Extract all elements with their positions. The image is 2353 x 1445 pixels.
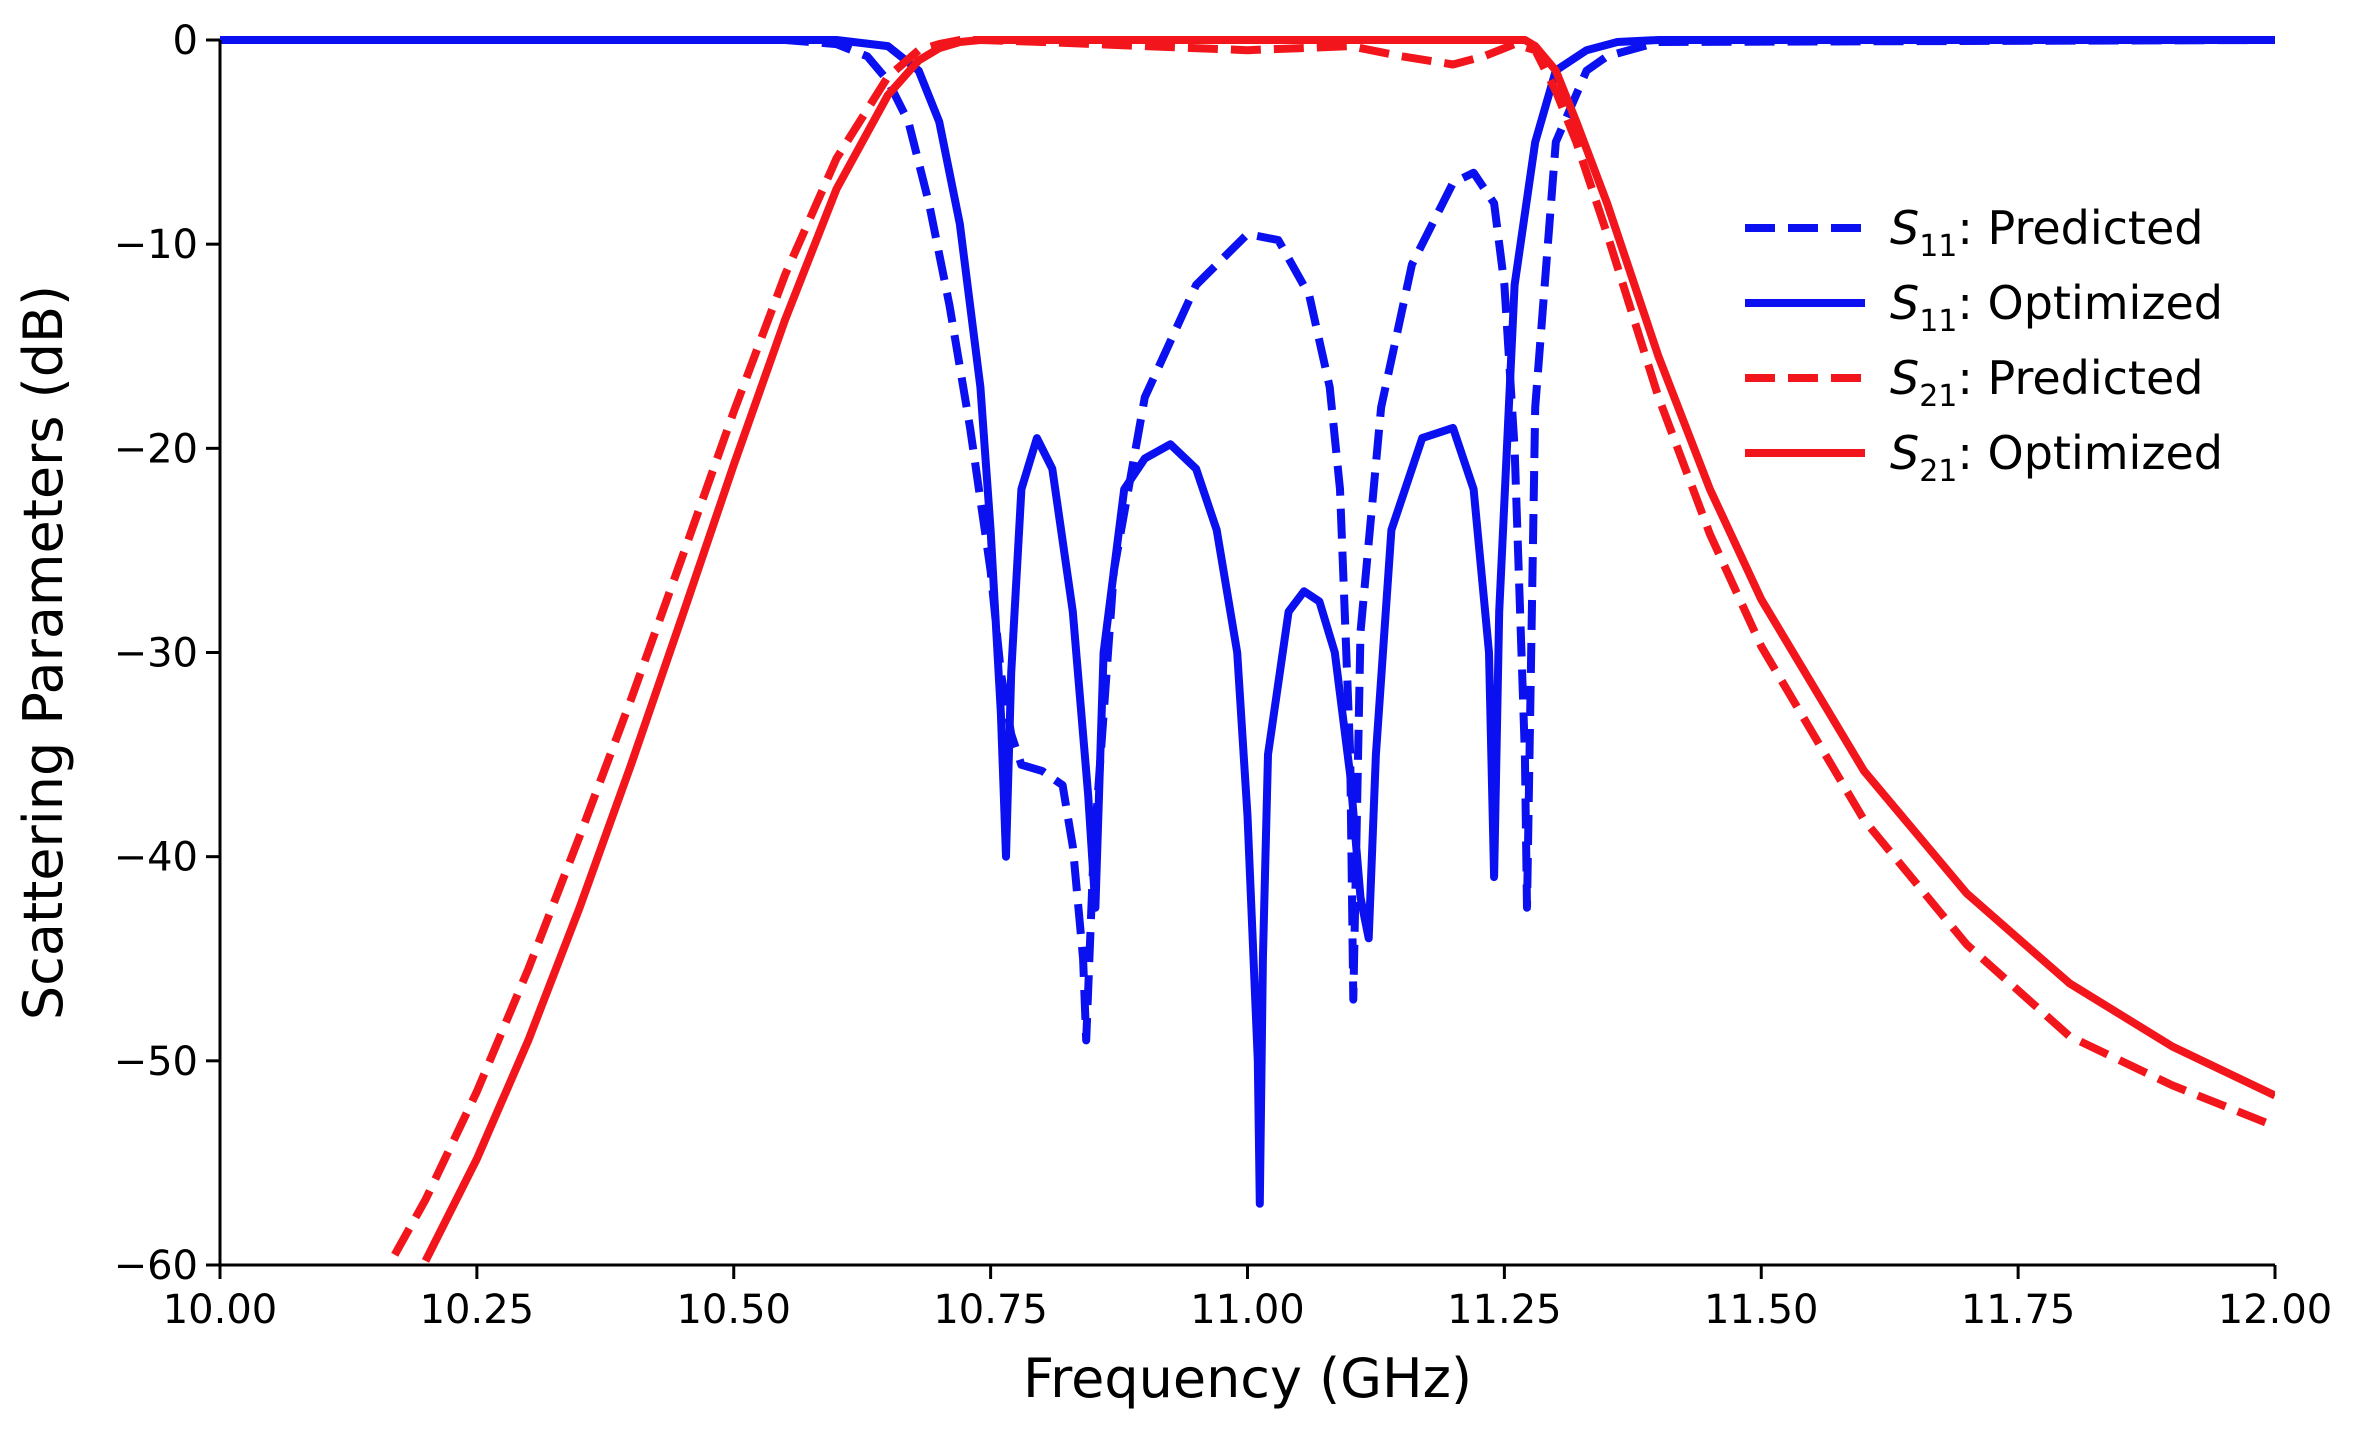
legend-label: S21: Predicted <box>1890 351 2203 414</box>
x-tick-label: 10.75 <box>933 1287 1048 1333</box>
legend-label: S11: Predicted <box>1890 201 2203 264</box>
series-line-s11-predicted <box>220 36 2275 1045</box>
legend-label-subscript: 11 <box>1919 304 1957 339</box>
y-ticks: 0 −10 −20 −30 −40 −50 −60 <box>114 18 220 1289</box>
y-tick-label: −10 <box>114 222 198 268</box>
x-tick-label: 11.00 <box>1190 1287 1305 1333</box>
x-tick-label: 12.00 <box>2218 1287 2333 1333</box>
legend-label-text: : Predicted <box>1957 201 2203 255</box>
x-tick-label: 10.25 <box>420 1287 535 1333</box>
x-tick-label: 10.50 <box>676 1287 791 1333</box>
y-tick-label: 0 <box>173 18 198 64</box>
legend-label-subscript: 11 <box>1919 229 1957 264</box>
y-tick-label: −30 <box>114 631 198 677</box>
legend-label-subscript: 21 <box>1919 454 1957 489</box>
legend-label-text: : Optimized <box>1957 426 2223 480</box>
x-tick-label: 11.75 <box>1961 1287 2076 1333</box>
series-line-s11-optimized <box>220 36 2275 1208</box>
legend-label-symbol: S <box>1890 426 1919 480</box>
y-tick-label: −60 <box>114 1243 198 1289</box>
legend-label-text: : Predicted <box>1957 351 2203 405</box>
x-axis-label: Frequency (GHz) <box>1023 1347 1472 1410</box>
plot-lines <box>220 36 2275 1263</box>
series-line-s21-optimized <box>421 36 2275 1263</box>
y-tick-label: −20 <box>114 426 198 472</box>
x-tick-label: 10.00 <box>163 1287 278 1333</box>
legend-label-subscript: 21 <box>1919 379 1957 414</box>
y-axis-label: Scattering Parameters (dB) <box>12 285 75 1020</box>
legend-label-symbol: S <box>1890 351 1919 405</box>
y-tick-label: −40 <box>114 835 198 881</box>
x-tick-label: 11.50 <box>1704 1287 1819 1333</box>
legend-label-symbol: S <box>1890 276 1919 330</box>
legend-label-text: : Optimized <box>1957 276 2223 330</box>
legend-label: S11: Optimized <box>1890 276 2223 339</box>
legend-label: S21: Optimized <box>1890 426 2223 489</box>
series-line-s21-predicted <box>391 36 2275 1257</box>
x-tick-label: 11.25 <box>1447 1287 1562 1333</box>
x-ticks: 10.00 10.25 10.50 10.75 11.00 11.25 11.50 11.75… <box>163 1265 2333 1333</box>
y-tick-label: −50 <box>114 1039 198 1085</box>
legend-label-symbol: S <box>1890 201 1919 255</box>
